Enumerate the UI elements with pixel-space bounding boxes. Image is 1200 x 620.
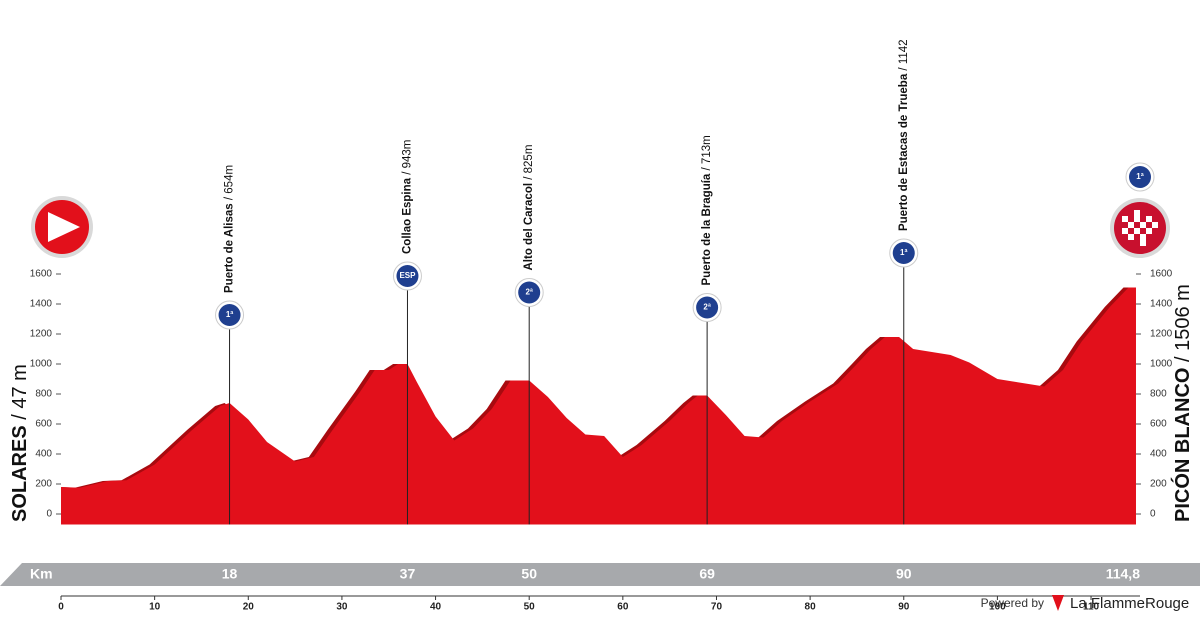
y-tick-label-right: 1600 [1150,269,1173,280]
brand-logo [1052,595,1064,611]
y-tick-label: 1600 [30,269,53,280]
y-tick-label: 0 [46,509,52,520]
finish-altitude: / 1506 m [1172,284,1194,362]
y-tick-label: 600 [35,419,52,430]
climb-category: ESP [399,271,416,280]
start-label: SOLARES / 47 m [9,364,31,522]
brand: La FlammeRouge [1070,595,1189,612]
y-tick-label-right: 1400 [1150,299,1173,310]
climb-altitude: / 713m [701,135,713,170]
powered-by: Powered by [981,596,1044,610]
climb-label: Puerto de la Braguía / 713m [701,135,713,285]
x-tick-label: 110 [1083,602,1100,613]
climb-name: Puerto de Alisas [224,203,236,293]
x-tick-label: 90 [898,602,910,613]
y-tick-label-right: 1000 [1150,359,1173,370]
km-marker-label: 69 [699,566,715,582]
start-name: SOLARES [9,425,31,522]
y-tick-label-right: 200 [1150,479,1167,490]
profile-area [61,287,1136,525]
x-tick-label: 60 [617,602,629,613]
climb-name: Puerto de la Braguía [701,173,713,285]
climb-altitude: / 654m [224,165,236,200]
y-tick-label: 800 [35,389,52,400]
y-tick-label: 1200 [30,329,53,340]
y-tick-label: 1400 [30,299,53,310]
x-tick-label: 40 [430,602,442,613]
climb-label: Puerto de Estacas de Trueba / 1142 [898,39,910,231]
x-tick-label: 0 [58,602,64,613]
km-marker-label: 114,8 [1106,566,1140,582]
x-tick-label: 30 [336,602,348,613]
climb-category: 2ª [525,288,532,297]
finish-name: PICÓN BLANCO [1170,368,1194,522]
climb-category: 2ª [703,303,710,312]
km-band [0,563,1200,586]
climb-name: Collao Espina [401,177,413,254]
climb-label: Collao Espina / 943m [401,140,413,254]
climb-altitude: / 943m [401,140,413,175]
climb-icon [696,296,719,319]
finish-label: PICÓN BLANCO / 1506 m [1170,284,1194,522]
climb-icon [396,265,419,287]
climb-altitude: / 1142 [898,39,910,70]
x-tick-label: 80 [805,602,817,613]
finish-icon [1110,198,1170,258]
x-tick-label: 10 [149,602,161,613]
km-marker-label: 90 [896,566,912,582]
km-label: Km [30,566,53,582]
finish-category: 1ª [1136,172,1143,181]
climb-label: Alto del Caracol / 825m [523,145,535,271]
y-tick-label: 1000 [30,359,53,370]
climb-icon [518,281,541,304]
climb-category: 1ª [900,248,907,257]
x-tick-label: 20 [243,602,255,613]
x-tick-label: 100 [989,602,1006,613]
climb-icon [218,304,241,326]
climb-name: Alto del Caracol [523,183,535,271]
climb-label: Puerto de Alisas / 654m [224,165,236,293]
x-tick-label: 50 [524,602,536,613]
y-tick-label-right: 800 [1150,389,1167,400]
climb-icon [892,242,915,264]
climb-name: Puerto de Estacas de Trueba [898,73,910,231]
y-tick-label-right: 0 [1150,509,1156,520]
x-tick-label: 70 [711,602,723,613]
km-marker-label: 18 [222,566,238,582]
y-tick-label-right: 400 [1150,449,1167,460]
climb-altitude: / 825m [523,145,535,180]
start-icon [31,196,93,258]
y-tick-label: 400 [35,449,52,460]
y-tick-label: 200 [35,479,52,490]
y-tick-label-right: 600 [1150,419,1167,430]
km-marker-label: 50 [521,566,537,582]
finish-climb-icon [1129,166,1151,188]
start-altitude: / 47 m [9,364,31,420]
y-tick-label-right: 1200 [1150,329,1173,340]
km-marker-label: 37 [400,566,416,582]
climb-category: 1ª [226,310,233,319]
